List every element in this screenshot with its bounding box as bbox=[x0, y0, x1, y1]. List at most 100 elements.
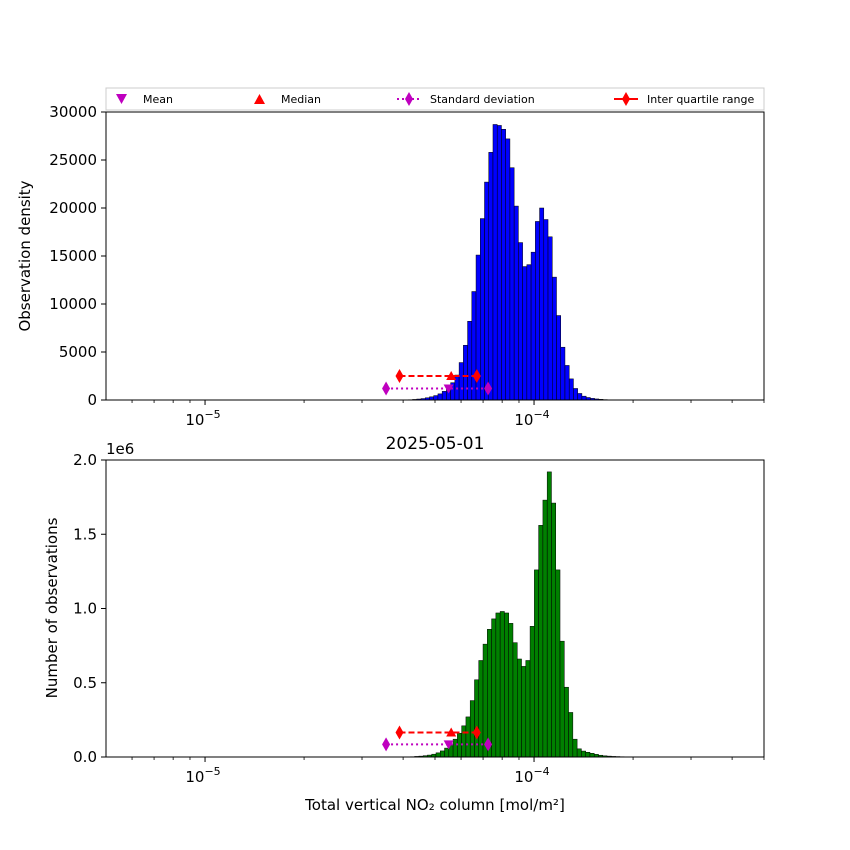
top-ytick-label-1: 5000 bbox=[59, 343, 97, 361]
bottom-histogram-bars bbox=[410, 471, 629, 758]
top-bar-67 bbox=[488, 152, 494, 401]
legend-item-mean: Mean bbox=[116, 93, 173, 106]
legend-label-mean: Mean bbox=[143, 93, 173, 106]
bottom-bar-82 bbox=[555, 569, 561, 758]
top-bar-73 bbox=[513, 205, 519, 401]
legend-item-median: Median bbox=[254, 93, 321, 106]
mean-marker-icon bbox=[116, 94, 127, 104]
top-bar-83 bbox=[556, 315, 561, 401]
top-x-axis: 10−5 10−4 bbox=[131, 400, 765, 429]
bottom-x-axis: 10−5 10−4 bbox=[131, 757, 765, 786]
bottom-plot-frame bbox=[105, 459, 765, 758]
top-ytick-label-6: 30000 bbox=[49, 103, 97, 121]
bottom-bar-74 bbox=[521, 666, 527, 758]
bottom-std-diamond-1 bbox=[484, 737, 493, 752]
top-bar-88 bbox=[577, 393, 583, 401]
bottom-bar-67 bbox=[491, 618, 497, 758]
top-bar-82 bbox=[552, 276, 557, 401]
top-ytick-label-5: 25000 bbox=[49, 151, 97, 169]
bottom-bar-58 bbox=[452, 738, 458, 758]
top-bar-74 bbox=[518, 242, 523, 401]
legend-label-median: Median bbox=[281, 93, 321, 106]
top-bar-79 bbox=[539, 207, 545, 401]
top-ytick-label-2: 10000 bbox=[49, 295, 97, 313]
legend-frame bbox=[105, 87, 765, 111]
std-marker-icon bbox=[405, 92, 413, 106]
bottom-bar-54 bbox=[435, 752, 441, 758]
top-bar-71 bbox=[505, 138, 511, 401]
top-bar-77 bbox=[530, 251, 536, 401]
bottom-bar-61 bbox=[465, 716, 471, 758]
top-bar-75 bbox=[522, 266, 528, 401]
top-bar-61 bbox=[463, 345, 468, 401]
top-bar-65 bbox=[480, 218, 485, 401]
bottom-mean-marker bbox=[443, 740, 454, 750]
bottom-bar-88 bbox=[581, 750, 586, 758]
top-bar-80 bbox=[543, 219, 549, 401]
bottom-bar-60 bbox=[461, 725, 467, 758]
top-plot-frame bbox=[105, 111, 765, 401]
bottom-ytick-label-2: 1.0 bbox=[73, 600, 97, 618]
bottom-bar-87 bbox=[576, 748, 582, 758]
top-y-axis: 0 5000 10000 15000 20000 25000 30000 bbox=[49, 103, 106, 409]
bottom-bar-79 bbox=[542, 499, 548, 758]
bottom-bar-78 bbox=[538, 525, 544, 758]
bottom-bar-64 bbox=[478, 660, 484, 758]
bottom-iqr-diamond-1 bbox=[472, 725, 481, 740]
bottom-bar-89 bbox=[585, 752, 591, 758]
bottom-ytick-label-1: 0.5 bbox=[73, 674, 97, 692]
bottom-ytick-label-0: 0.0 bbox=[73, 748, 97, 766]
iqr-marker-icon bbox=[622, 92, 630, 106]
top-bar-55 bbox=[437, 393, 443, 401]
top-bar-60 bbox=[458, 362, 464, 401]
legend-label-iqr: Inter quartile range bbox=[647, 93, 754, 106]
top-bar-89 bbox=[581, 395, 587, 401]
bottom-y-axis-label: Number of observations bbox=[43, 517, 61, 698]
top-y-axis-label: Observation density bbox=[16, 180, 34, 331]
bottom-bar-55 bbox=[440, 750, 445, 758]
top-ytick-label-0: 0 bbox=[87, 391, 97, 409]
top-iqr-diamond-0 bbox=[395, 369, 404, 383]
top-bar-54 bbox=[433, 395, 439, 401]
top-median-marker bbox=[446, 371, 457, 380]
top-bar-70 bbox=[501, 129, 506, 401]
bottom-bar-90 bbox=[589, 753, 595, 758]
top-ytick-label-3: 15000 bbox=[49, 247, 97, 265]
top-xtick-label-1: 10−4 bbox=[514, 408, 549, 429]
bottom-ytick-label-4: 2.0 bbox=[73, 451, 97, 469]
bottom-bar-69 bbox=[499, 611, 505, 758]
top-statistics-markers bbox=[382, 369, 493, 396]
bottom-bar-81 bbox=[551, 502, 556, 758]
median-marker-icon bbox=[254, 94, 265, 104]
bottom-xtick-label-1: 10−4 bbox=[514, 765, 549, 786]
top-xtick-label-0: 10−5 bbox=[185, 408, 220, 429]
bottom-chart-title: 2025-05-01 bbox=[386, 434, 485, 454]
top-ytick-label-4: 20000 bbox=[49, 199, 97, 217]
top-bar-66 bbox=[484, 181, 489, 401]
legend: Mean Median Standard deviation Inter qua… bbox=[105, 87, 765, 111]
top-bar-76 bbox=[526, 264, 532, 401]
bottom-y-offset-label: 1e6 bbox=[106, 440, 134, 458]
legend-item-iqr: Inter quartile range bbox=[614, 92, 754, 106]
top-bar-86 bbox=[568, 378, 574, 401]
bottom-median-marker bbox=[446, 727, 457, 737]
top-histogram-bars bbox=[408, 124, 633, 401]
bottom-bar-75 bbox=[525, 660, 531, 758]
top-bar-78 bbox=[535, 221, 540, 401]
bottom-bar-86 bbox=[572, 738, 578, 758]
bottom-bar-70 bbox=[504, 612, 509, 758]
bottom-bar-71 bbox=[508, 623, 514, 758]
top-std-diamond-1 bbox=[484, 381, 493, 396]
bottom-bar-80 bbox=[546, 471, 552, 758]
bottom-bar-85 bbox=[568, 712, 574, 758]
bottom-bar-72 bbox=[512, 642, 518, 758]
bottom-histogram-panel: 2025-05-01 1e6 0.00.51.01.52.0 10−5 10−4 … bbox=[43, 434, 765, 814]
top-mean-marker bbox=[443, 384, 454, 394]
top-bar-69 bbox=[496, 125, 502, 401]
bottom-x-axis-label: Total vertical NO₂ column [mol/m²] bbox=[304, 796, 565, 814]
top-bar-87 bbox=[573, 388, 578, 401]
top-bar-68 bbox=[492, 124, 498, 401]
bottom-bar-62 bbox=[469, 700, 475, 758]
